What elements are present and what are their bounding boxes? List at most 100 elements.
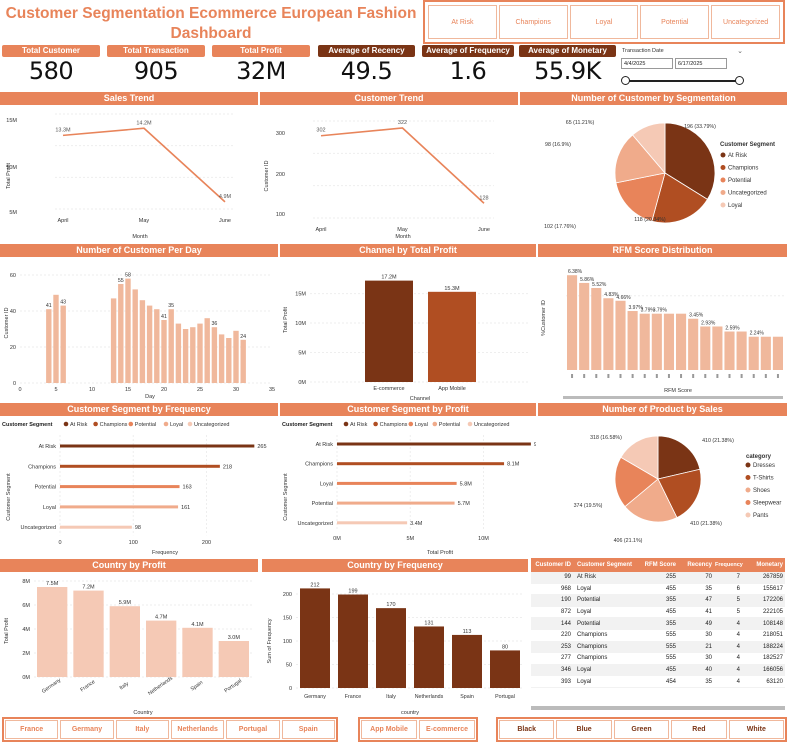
table-cell: 144 xyxy=(560,620,571,627)
table-row[interactable]: 968 Loyal 455 35 6 155617 xyxy=(531,584,785,596)
per-day-ylabel: Customer ID xyxy=(4,308,10,339)
data-label: 3.0M xyxy=(228,635,241,641)
slicer-white[interactable]: White xyxy=(728,720,785,739)
x-tick-mark xyxy=(764,374,767,378)
y-tick-label: 50 xyxy=(286,663,292,669)
slicer-green[interactable]: Green xyxy=(613,720,670,739)
bar xyxy=(676,313,687,370)
table-row[interactable]: 872 Loyal 455 41 5 222105 xyxy=(531,607,785,619)
bar xyxy=(338,594,368,688)
chevron-down-icon[interactable]: ⌄ xyxy=(737,48,743,55)
slicer-app-mobile[interactable]: App Mobile xyxy=(361,720,417,739)
slicer-germany[interactable]: Germany xyxy=(60,720,114,739)
date-slicer[interactable]: Transaction Date ⌄ 4/4/2025 6/17/2025 xyxy=(619,47,787,91)
slicer-italy[interactable]: Italy xyxy=(115,720,169,739)
bar xyxy=(60,444,255,448)
x-tick-label: E-commerce xyxy=(373,386,404,392)
data-label: 8.1M xyxy=(507,462,520,468)
data-label: 170 xyxy=(386,602,395,608)
table-cell: 63120 xyxy=(766,678,783,685)
table-cell: 455 xyxy=(665,667,676,674)
slicer-portugal[interactable]: Portugal xyxy=(226,720,280,739)
slicer-france[interactable]: France xyxy=(5,720,59,739)
slicer-champions[interactable]: Champions xyxy=(498,5,568,39)
table-cell: 30 xyxy=(705,655,712,662)
pie-slice xyxy=(657,435,701,480)
bar xyxy=(60,485,180,489)
data-label: 7.2M xyxy=(82,585,95,591)
date-end-handle[interactable] xyxy=(735,76,744,85)
table-row[interactable]: 144 Potential 355 49 4 108148 xyxy=(531,618,785,630)
table-cell: 21 xyxy=(705,643,712,650)
seg-profit-legend: Customer Segment At Risk Champions Loyal Pot… xyxy=(282,421,509,428)
table-cell: 7 xyxy=(736,574,740,581)
col-customer-segment[interactable]: Customer Segment xyxy=(577,562,633,568)
start-date-input[interactable]: 4/4/2025 xyxy=(621,58,673,69)
data-label: 265 xyxy=(257,444,266,450)
rfm-scrollbar[interactable] xyxy=(563,396,783,399)
x-tick-mark xyxy=(619,374,622,378)
table-row[interactable]: 277 Champions 555 30 4 182527 xyxy=(531,653,785,665)
data-label: 3.97% xyxy=(629,305,644,311)
table-cell: 4 xyxy=(736,632,740,639)
y-tick-label: 6M xyxy=(22,603,30,609)
table-cell: 267859 xyxy=(762,574,783,581)
col-customer-id[interactable]: Customer ID xyxy=(535,562,571,568)
col-recency[interactable]: Recency xyxy=(687,562,712,568)
table-cell: 555 xyxy=(665,632,676,639)
x-tick-label: May xyxy=(139,218,150,224)
slicer-netherlands[interactable]: Netherlands xyxy=(170,720,225,739)
col-monetary[interactable]: Monetary xyxy=(756,562,783,568)
y-tick-label: Loyal xyxy=(320,481,333,487)
data-label: 163 xyxy=(183,485,192,491)
data-label: 5.7M xyxy=(458,501,471,507)
x-tick-label: Portugal xyxy=(223,678,243,694)
bar xyxy=(627,311,638,370)
slicer-potential[interactable]: Potential xyxy=(640,5,710,39)
slicer-blue[interactable]: Blue xyxy=(556,720,612,739)
col-frequency[interactable]: Frequency xyxy=(715,562,743,568)
table-scrollbar[interactable] xyxy=(531,706,785,710)
rfm-ylabel: %Customer ID xyxy=(541,300,547,336)
slicer-red[interactable]: Red xyxy=(671,720,727,739)
rfm-plot: 6.38%5.86%5.52%4.83%4.66%3.97%3.79%3.79%… xyxy=(566,269,784,378)
bar xyxy=(337,462,505,466)
slicer-at-risk[interactable]: At Risk xyxy=(428,5,497,39)
product-pie: 410 (21.38%) 410 (21.38%) 406 (21.1%) 374 (… xyxy=(574,435,735,544)
table-row[interactable]: 190 Potential 355 47 5 172206 xyxy=(531,595,785,607)
slicer-black[interactable]: Black xyxy=(499,720,555,739)
data-label: 2.59% xyxy=(725,326,740,332)
table-cell: 455 xyxy=(665,609,676,616)
slicer-spain[interactable]: Spain xyxy=(281,720,335,739)
table-cell: Loyal xyxy=(577,585,592,592)
channel-plot: 0M 5M 10M 15M 17.2M E-commerce 15.3M App Mobile xyxy=(295,275,530,392)
legend-marker xyxy=(745,500,751,505)
data-label: 5.52% xyxy=(592,282,607,288)
table-cell: 188224 xyxy=(762,643,783,650)
slicer-ecommerce[interactable]: E-commerce xyxy=(419,720,475,739)
table-row[interactable]: 393 Loyal 454 35 4 63120 xyxy=(531,676,785,688)
slicer-uncategorized[interactable]: Uncategorized xyxy=(711,5,780,39)
table-cell: 277 xyxy=(560,655,571,662)
country-slicer: France Germany Italy Netherlands Portuga… xyxy=(2,717,338,742)
end-date-input[interactable]: 6/17/2025 xyxy=(675,58,727,69)
table-cell: 4 xyxy=(736,643,740,650)
table-row[interactable]: 220 Champions 555 30 4 218051 xyxy=(531,630,785,642)
table-cell: 70 xyxy=(705,574,712,581)
bar xyxy=(615,300,626,370)
slicer-loyal[interactable]: Loyal xyxy=(569,5,639,39)
bar xyxy=(233,330,239,383)
table-cell: 968 xyxy=(560,585,571,592)
legend-marker xyxy=(745,512,751,518)
col-rfm-score[interactable]: RFM Score xyxy=(644,562,676,568)
table-cell: 35 xyxy=(705,678,712,685)
table-row[interactable]: 253 Champions 555 21 4 188224 xyxy=(531,641,785,654)
table-row[interactable]: 99 At Risk 255 70 7 267859 xyxy=(531,572,785,584)
data-label: 199 xyxy=(348,589,357,595)
date-start-handle[interactable] xyxy=(621,76,630,85)
table-row[interactable]: 346 Loyal 455 40 4 166056 xyxy=(531,664,785,677)
product-pie-legend-title: category xyxy=(746,454,772,460)
x-tick-label: 10M xyxy=(478,536,489,542)
date-range-track xyxy=(625,80,741,82)
